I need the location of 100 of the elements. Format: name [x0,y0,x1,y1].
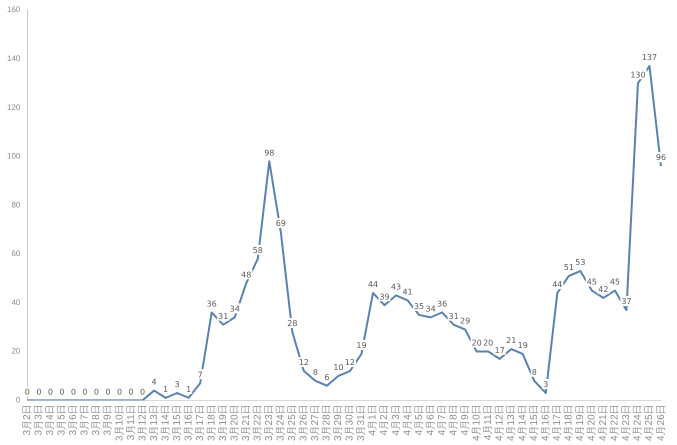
x-tick-label: 3月19日 [218,404,229,442]
x-tick-label: 4月23日 [621,404,632,442]
x-tick-label: 3月13日 [148,404,160,442]
x-tick-label: 3月12日 [137,404,148,442]
data-label: 31 [218,312,228,321]
x-tick-label: 4月19日 [575,404,586,442]
x-tick-label: 4月4日 [402,404,414,436]
x-tick-label: 3月20日 [229,404,240,442]
x-tick-label: 4月20日 [586,404,598,442]
data-label: 0 [48,387,53,396]
x-tick-label: 3月24日 [276,404,287,442]
x-tick-label: 3月30日 [344,404,356,442]
data-label: 21 [506,336,516,346]
x-tick-label: 4月6日 [425,404,436,436]
data-label: 6 [324,372,330,382]
x-tick-label: 3月9日 [102,404,114,436]
data-label: 31 [448,312,459,321]
data-label: 8 [312,368,318,377]
x-tick-label: 3月17日 [194,404,206,442]
data-label: 0 [116,387,122,396]
data-label: 45 [610,278,620,287]
x-tick-label: 3月6日 [68,404,80,436]
x-tick-label: 4月10日 [471,404,482,442]
x-tick-label: 3月22日 [252,404,264,442]
x-tick-label: 4月15日 [529,404,540,442]
data-label: 137 [642,53,658,62]
data-label: 29 [460,316,470,326]
data-label: 37 [621,297,632,306]
data-label: 0 [105,387,111,396]
data-label: 12 [344,358,356,368]
x-tick-label: 4月18日 [564,404,575,442]
data-label: 20 [483,338,494,348]
data-label: 35 [414,302,424,312]
x-tick-label: 4月26日 [656,404,667,442]
x-tick-label: 3月26日 [298,404,310,442]
x-tick-label: 3月29日 [333,404,344,442]
x-tick-label: 4月13日 [506,404,517,442]
data-label: 45 [586,278,597,287]
y-tick-label: 160 [6,5,21,14]
data-label: 3 [174,380,180,390]
data-label: 28 [287,319,298,328]
data-label: 44 [552,280,562,290]
data-label: 69 [276,219,286,228]
x-tick-label: 3月11日 [126,404,137,440]
y-tick-label: 40 [11,298,21,307]
x-tick-label: 3月27日 [310,404,322,442]
x-tick-label: 3月25日 [287,404,298,442]
x-tick-label: 4月14日 [518,404,528,442]
data-label: 130 [630,70,646,80]
data-label: 0 [24,387,30,396]
data-label: 3 [543,380,548,390]
x-tick-label: 3月4日 [45,404,56,436]
data-label: 19 [518,341,528,350]
x-tick-label: 3月16日 [183,404,194,442]
data-label: 17 [494,346,505,355]
x-tick-label: 4月22日 [610,404,621,442]
x-tick-label: 3月21日 [240,404,252,442]
data-label: 34 [425,304,436,314]
x-tick-label: 3月2日 [22,404,34,436]
y-tick-label: 100 [6,152,21,161]
x-tick-label: 3月3日 [34,404,45,436]
x-tick-label: 4月7日 [436,404,448,436]
data-label: 53 [575,258,586,268]
data-label: 0 [82,387,88,396]
y-tick-label: 80 [11,200,21,210]
x-tick-label: 4月2日 [379,404,390,436]
data-label: 0 [128,387,134,396]
data-label: 0 [36,387,42,396]
x-tick-label: 3月23日 [264,404,276,442]
data-label: 34 [230,304,240,314]
data-label: 0 [94,387,100,396]
x-tick-label: 3月18日 [206,404,218,442]
x-tick-label: 3月7日 [80,404,91,436]
x-tick-label: 3月31日 [356,404,368,442]
data-label: 51 [564,262,574,272]
data-label: 1 [163,384,168,394]
x-tick-label: 3月15日 [172,404,183,442]
x-tick-label: 4月3日 [390,404,402,436]
data-label: 1 [186,384,192,394]
x-tick-label: 3月8日 [91,404,102,436]
data-label: 96 [656,153,666,162]
x-tick-label: 3月10日 [114,404,126,442]
y-tick-label: 60 [11,249,21,258]
x-tick-label: 4月21日 [598,404,610,442]
data-label: 58 [252,246,263,255]
x-tick-label: 3月14日 [160,404,172,442]
y-tick-label: 0 [16,396,21,405]
data-label: 39 [379,292,390,302]
data-label: 44 [368,280,378,290]
x-tick-label: 3月5日 [56,404,68,436]
data-label: 7 [198,370,203,380]
x-tick-label: 3月28日 [322,404,333,442]
data-label: 0 [140,387,146,396]
data-label: 42 [598,284,608,294]
x-tick-label: 4月5日 [414,404,425,436]
data-label: 98 [264,148,274,158]
x-tick-label: 4月16日 [540,404,552,442]
x-tick-label: 4月25日 [644,404,656,442]
data-label: 0 [70,387,76,396]
data-label: 36 [206,300,217,309]
